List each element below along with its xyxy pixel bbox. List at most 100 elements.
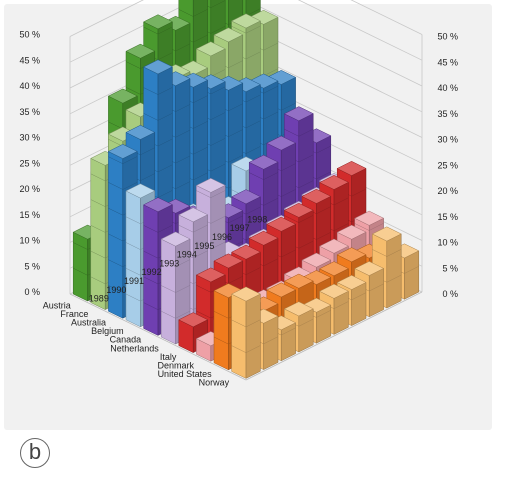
bar-face-top xyxy=(160,231,191,247)
year-label: 1997 xyxy=(230,223,250,233)
category-label: France xyxy=(60,309,88,319)
year-label: 1998 xyxy=(247,214,267,224)
bar-segment-line xyxy=(143,225,173,233)
y-tick-label-left: 50 % xyxy=(19,30,40,40)
year-label: 1990 xyxy=(106,285,126,295)
bar-face-top xyxy=(248,154,279,170)
floor-edge xyxy=(69,293,247,381)
bar-segment-line xyxy=(196,190,226,198)
bar-face-top xyxy=(354,210,385,226)
panel-label-badge: b xyxy=(20,438,50,468)
bar-face-top xyxy=(213,27,244,43)
bar-face-top xyxy=(283,202,314,218)
year-label: 1989 xyxy=(89,294,109,304)
category-label: United States xyxy=(158,369,213,379)
bar-face-front xyxy=(404,250,420,300)
y-tick-label-left: 0 % xyxy=(24,287,40,297)
bar-segment-line xyxy=(372,249,402,257)
bar-face-top xyxy=(178,312,209,328)
bar-face-top xyxy=(231,189,261,205)
category-label: Italy xyxy=(160,352,177,362)
year-label: 1994 xyxy=(177,250,197,260)
bar-face-top xyxy=(231,244,261,260)
bar-face-top xyxy=(213,253,244,269)
category-label: Netherlands xyxy=(110,343,159,353)
bar-face-top xyxy=(283,301,314,317)
y-tick-label-right: 35 % xyxy=(437,109,458,119)
bar-face-front xyxy=(386,233,402,309)
y-tick-label-left: 15 % xyxy=(19,210,40,220)
bar-face-top xyxy=(301,252,332,268)
y-tick-label-right: 15 % xyxy=(437,212,458,222)
y-tick-label-right: 30 % xyxy=(437,135,458,145)
bar-face-top xyxy=(107,144,138,159)
y-tick-label-left: 45 % xyxy=(19,55,40,65)
y-tick-label-left: 30 % xyxy=(19,133,40,143)
bar-face-front xyxy=(333,290,349,335)
bar-segment-line xyxy=(284,128,314,137)
bar-segment-line xyxy=(231,25,261,34)
bar-face-top xyxy=(266,135,297,151)
y-tick-label-left: 40 % xyxy=(19,81,40,91)
y-tick-label-left: 35 % xyxy=(19,107,40,117)
bar-face-top xyxy=(125,43,156,59)
category-label: Australia xyxy=(71,318,106,328)
y-tick-label-left: 20 % xyxy=(19,184,40,194)
bar-face-left xyxy=(213,290,229,371)
category-label: Canada xyxy=(110,335,142,345)
bar-face-left xyxy=(90,158,106,310)
bar-segment-line xyxy=(143,26,173,35)
category-label: Denmark xyxy=(157,361,194,371)
bar-face-top xyxy=(336,161,367,176)
category-label: Austria xyxy=(43,300,71,310)
y-tick-label-left: 10 % xyxy=(19,236,40,246)
y-tick-label-right: 20 % xyxy=(437,186,458,196)
bars xyxy=(72,0,420,379)
bar-face-top xyxy=(354,261,385,276)
bar-segment-line xyxy=(108,182,138,190)
year-label: 1992 xyxy=(142,267,162,277)
year-label: 1991 xyxy=(124,276,144,286)
category-label: Norway xyxy=(199,378,230,388)
bar-segment-line xyxy=(161,310,191,319)
bar-face-top xyxy=(266,282,297,298)
year-label: 1995 xyxy=(194,241,214,251)
bar-face-top xyxy=(178,207,209,223)
grid-line xyxy=(69,0,423,63)
bar-face-top xyxy=(336,275,367,290)
bar-segment-line xyxy=(161,285,191,293)
year-label: 1993 xyxy=(159,258,179,268)
bar-face-top xyxy=(107,88,138,104)
y-tick-label-right: 25 % xyxy=(437,160,458,170)
bar-face-top xyxy=(283,106,314,122)
bar-face-front xyxy=(298,308,314,353)
bar-segment-line xyxy=(161,259,191,268)
bar-face-top xyxy=(336,247,367,263)
bar-segment-line xyxy=(143,87,173,95)
bar-segment-line xyxy=(354,223,384,231)
bar-face-top xyxy=(125,183,156,199)
y-tick-label-left: 25 % xyxy=(19,158,40,168)
category-label: Belgium xyxy=(91,326,124,336)
bar-segment-line xyxy=(178,9,208,17)
y-tick-label-right: 45 % xyxy=(437,57,458,67)
bar-face-top xyxy=(336,224,367,240)
bar-segment-line xyxy=(284,215,314,223)
bar-segment-line xyxy=(231,345,261,353)
y-tick-label-right: 40 % xyxy=(437,83,458,93)
bar-segment-line xyxy=(178,224,208,233)
bar-face-top xyxy=(319,283,349,299)
bar-face-top xyxy=(319,238,349,254)
bar-face-top xyxy=(125,124,156,140)
y-tick-label-right: 0 % xyxy=(442,289,458,299)
bar-face-top xyxy=(266,216,297,232)
bar-face-front xyxy=(245,293,261,379)
bar-face-top xyxy=(231,286,261,302)
bar-face-top xyxy=(319,261,349,277)
bar-segment-line xyxy=(231,319,261,328)
y-tick-label-right: 50 % xyxy=(437,32,458,42)
bar-face-front xyxy=(368,267,384,318)
bar-segment-line xyxy=(249,172,279,180)
bar-face-top xyxy=(301,188,332,204)
year-label: 1996 xyxy=(212,232,232,242)
